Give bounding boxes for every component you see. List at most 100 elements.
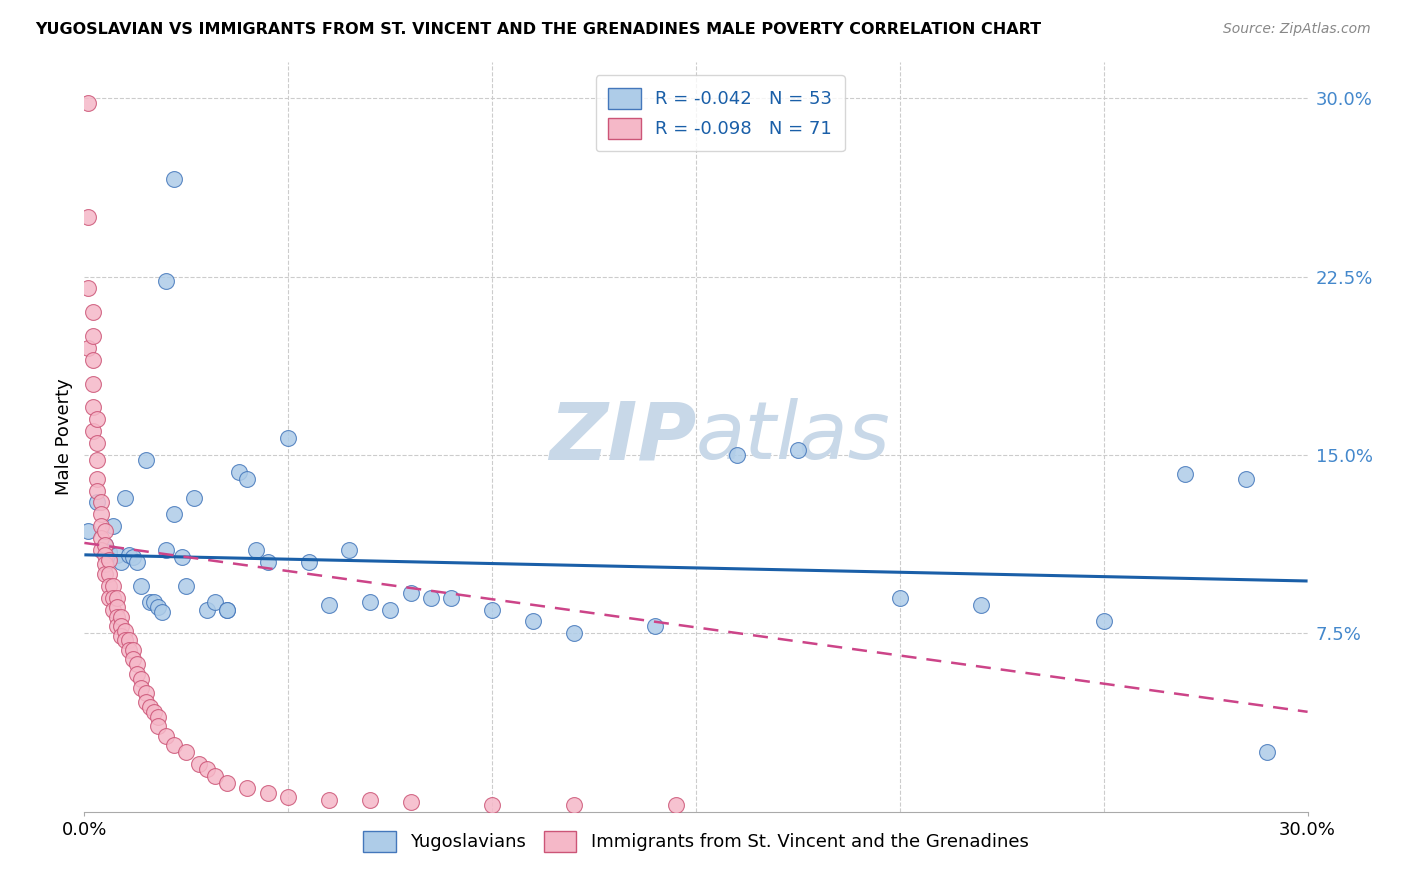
Point bbox=[101, 579, 124, 593]
Point bbox=[277, 790, 299, 805]
Point bbox=[127, 666, 149, 681]
Point bbox=[142, 705, 165, 719]
Point bbox=[77, 95, 100, 110]
Point bbox=[110, 609, 132, 624]
Point bbox=[105, 600, 128, 615]
Point bbox=[562, 626, 585, 640]
Point bbox=[101, 519, 124, 533]
Point bbox=[1236, 472, 1258, 486]
Point bbox=[1092, 615, 1115, 629]
Point bbox=[318, 793, 340, 807]
Point bbox=[146, 600, 169, 615]
Point bbox=[93, 548, 115, 562]
Point bbox=[110, 629, 132, 643]
Point bbox=[155, 729, 177, 743]
Point bbox=[146, 719, 169, 733]
Point bbox=[114, 491, 136, 505]
Text: ZIP: ZIP bbox=[548, 398, 696, 476]
Point bbox=[481, 797, 503, 812]
Point bbox=[93, 524, 115, 538]
Point bbox=[339, 543, 361, 558]
Point bbox=[135, 686, 157, 700]
Point bbox=[217, 602, 239, 616]
Legend: Yugoslavians, Immigrants from St. Vincent and the Grenadines: Yugoslavians, Immigrants from St. Vincen… bbox=[356, 823, 1036, 859]
Point bbox=[236, 472, 259, 486]
Point bbox=[172, 550, 194, 565]
Point bbox=[82, 305, 104, 319]
Text: Source: ZipAtlas.com: Source: ZipAtlas.com bbox=[1223, 22, 1371, 37]
Point bbox=[131, 681, 153, 695]
Point bbox=[163, 172, 186, 186]
Point bbox=[82, 376, 104, 391]
Point bbox=[146, 709, 169, 723]
Point bbox=[787, 443, 810, 458]
Point bbox=[86, 495, 108, 509]
Point bbox=[298, 555, 321, 569]
Point bbox=[101, 602, 124, 616]
Point bbox=[183, 491, 205, 505]
Point bbox=[142, 595, 165, 609]
Point bbox=[82, 352, 104, 367]
Point bbox=[359, 793, 381, 807]
Point bbox=[90, 531, 112, 545]
Point bbox=[138, 700, 160, 714]
Point bbox=[105, 609, 128, 624]
Point bbox=[105, 591, 128, 605]
Point bbox=[118, 633, 141, 648]
Point bbox=[90, 495, 112, 509]
Point bbox=[155, 543, 177, 558]
Point bbox=[77, 281, 100, 295]
Point bbox=[101, 591, 124, 605]
Point bbox=[420, 591, 443, 605]
Point bbox=[562, 797, 585, 812]
Point bbox=[86, 483, 108, 498]
Text: YUGOSLAVIAN VS IMMIGRANTS FROM ST. VINCENT AND THE GRENADINES MALE POVERTY CORRE: YUGOSLAVIAN VS IMMIGRANTS FROM ST. VINCE… bbox=[35, 22, 1042, 37]
Point bbox=[127, 657, 149, 672]
Point bbox=[82, 424, 104, 438]
Point bbox=[97, 579, 120, 593]
Point bbox=[127, 555, 149, 569]
Point bbox=[110, 619, 132, 633]
Point bbox=[105, 548, 128, 562]
Point bbox=[359, 595, 381, 609]
Point bbox=[90, 508, 112, 522]
Point bbox=[481, 602, 503, 616]
Point bbox=[114, 624, 136, 638]
Point bbox=[131, 672, 153, 686]
Point bbox=[228, 465, 250, 479]
Point bbox=[118, 548, 141, 562]
Point bbox=[195, 602, 218, 616]
Point bbox=[1256, 745, 1278, 759]
Point bbox=[970, 598, 993, 612]
Point bbox=[155, 274, 177, 288]
Point bbox=[204, 595, 226, 609]
Point bbox=[138, 595, 160, 609]
Point bbox=[725, 448, 748, 462]
Point bbox=[135, 452, 157, 467]
Point bbox=[93, 566, 115, 581]
Point bbox=[77, 210, 100, 224]
Point bbox=[245, 543, 267, 558]
Point bbox=[399, 795, 422, 809]
Point bbox=[97, 566, 120, 581]
Point bbox=[97, 545, 120, 559]
Point bbox=[522, 615, 544, 629]
Point bbox=[195, 762, 218, 776]
Point bbox=[318, 598, 340, 612]
Y-axis label: Male Poverty: Male Poverty bbox=[55, 379, 73, 495]
Point bbox=[399, 586, 422, 600]
Point bbox=[217, 602, 239, 616]
Point bbox=[97, 591, 120, 605]
Point bbox=[440, 591, 463, 605]
Point bbox=[82, 329, 104, 343]
Point bbox=[90, 543, 112, 558]
Point bbox=[86, 412, 108, 426]
Point bbox=[77, 341, 100, 355]
Point bbox=[644, 619, 666, 633]
Point bbox=[105, 619, 128, 633]
Point bbox=[90, 519, 112, 533]
Point bbox=[122, 550, 145, 565]
Point bbox=[110, 555, 132, 569]
Point bbox=[665, 797, 688, 812]
Point bbox=[163, 738, 186, 752]
